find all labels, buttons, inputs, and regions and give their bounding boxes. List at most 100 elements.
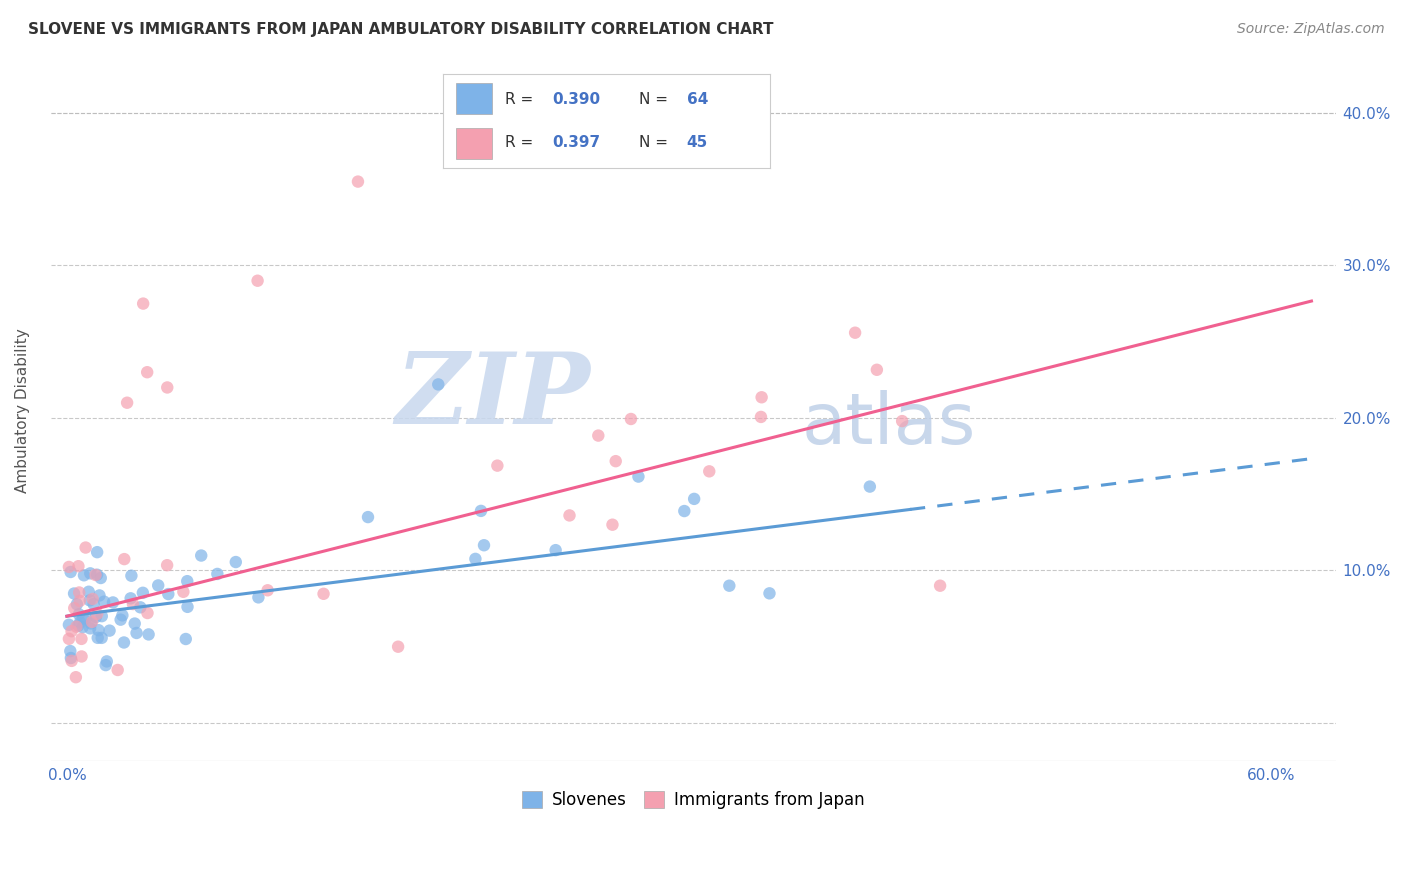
Point: [101, 595, 124, 609]
Point: [63, 586, 86, 600]
Point: [464, 552, 486, 566]
Point: [472, 538, 495, 552]
Point: [98, 624, 121, 638]
Point: [486, 458, 509, 473]
Point: [96, 654, 118, 668]
Point: [67, 585, 90, 599]
Point: [59, 644, 82, 658]
Point: [58, 617, 80, 632]
Point: [79, 621, 101, 635]
Point: [90, 609, 112, 624]
Point: [136, 606, 159, 620]
Point: [749, 409, 772, 424]
Point: [58, 632, 80, 646]
Point: [718, 579, 741, 593]
Point: [79, 566, 101, 581]
Point: [72, 620, 94, 634]
Point: [59, 651, 82, 665]
Point: [86, 607, 108, 621]
Point: [83, 597, 105, 611]
Point: [67, 618, 90, 632]
Point: [588, 428, 610, 442]
Point: [697, 464, 720, 478]
Point: [758, 586, 780, 600]
Point: [59, 565, 82, 579]
Point: [110, 613, 132, 627]
Text: ZIP: ZIP: [395, 348, 591, 444]
Point: [122, 597, 145, 611]
Point: [65, 670, 87, 684]
Point: [73, 568, 96, 582]
Point: [427, 377, 450, 392]
Point: [75, 611, 97, 625]
Point: [256, 583, 278, 598]
Point: [148, 578, 170, 592]
Point: [66, 597, 89, 611]
Point: [79, 593, 101, 607]
Point: [65, 620, 87, 634]
Point: [120, 568, 142, 582]
Point: [627, 469, 650, 483]
Y-axis label: Ambulatory Disability: Ambulatory Disability: [15, 328, 30, 492]
Point: [387, 640, 409, 654]
Point: [247, 591, 270, 605]
Point: [156, 558, 179, 573]
Point: [82, 591, 104, 606]
Point: [844, 326, 866, 340]
Point: [174, 632, 197, 646]
Point: [90, 571, 112, 585]
Point: [620, 412, 643, 426]
Point: [70, 632, 93, 646]
Point: [60, 654, 83, 668]
Point: [93, 594, 115, 608]
Point: [138, 627, 160, 641]
Point: [132, 296, 155, 310]
Point: [132, 586, 155, 600]
Point: [89, 589, 111, 603]
Point: [87, 631, 110, 645]
Point: [891, 414, 914, 428]
Point: [157, 587, 180, 601]
Point: [929, 579, 952, 593]
Point: [107, 663, 129, 677]
Point: [190, 549, 212, 563]
Point: [70, 649, 93, 664]
Point: [172, 584, 194, 599]
Point: [84, 610, 107, 624]
Point: [683, 491, 706, 506]
Point: [544, 543, 567, 558]
Point: [605, 454, 627, 468]
Point: [357, 510, 380, 524]
Point: [60, 624, 83, 639]
Point: [90, 631, 112, 645]
Point: [558, 508, 581, 523]
Point: [77, 584, 100, 599]
Point: [866, 363, 889, 377]
Point: [111, 608, 134, 623]
Point: [72, 611, 94, 625]
Point: [69, 594, 91, 608]
Point: [207, 566, 229, 581]
Point: [129, 600, 152, 615]
Point: [84, 568, 107, 582]
Point: [86, 545, 108, 559]
Point: [347, 175, 370, 189]
Text: SLOVENE VS IMMIGRANTS FROM JAPAN AMBULATORY DISABILITY CORRELATION CHART: SLOVENE VS IMMIGRANTS FROM JAPAN AMBULAT…: [28, 22, 773, 37]
Point: [673, 504, 696, 518]
Point: [125, 626, 148, 640]
Text: atlas: atlas: [801, 390, 976, 458]
Point: [67, 559, 90, 574]
Point: [94, 658, 117, 673]
Point: [112, 552, 135, 566]
Point: [69, 615, 91, 630]
Point: [120, 591, 142, 606]
Point: [67, 607, 90, 622]
Point: [246, 274, 269, 288]
Point: [602, 517, 624, 532]
Point: [63, 601, 86, 615]
Point: [124, 616, 146, 631]
Point: [859, 480, 882, 494]
Point: [58, 560, 80, 574]
Text: Source: ZipAtlas.com: Source: ZipAtlas.com: [1237, 22, 1385, 37]
Point: [136, 365, 159, 379]
